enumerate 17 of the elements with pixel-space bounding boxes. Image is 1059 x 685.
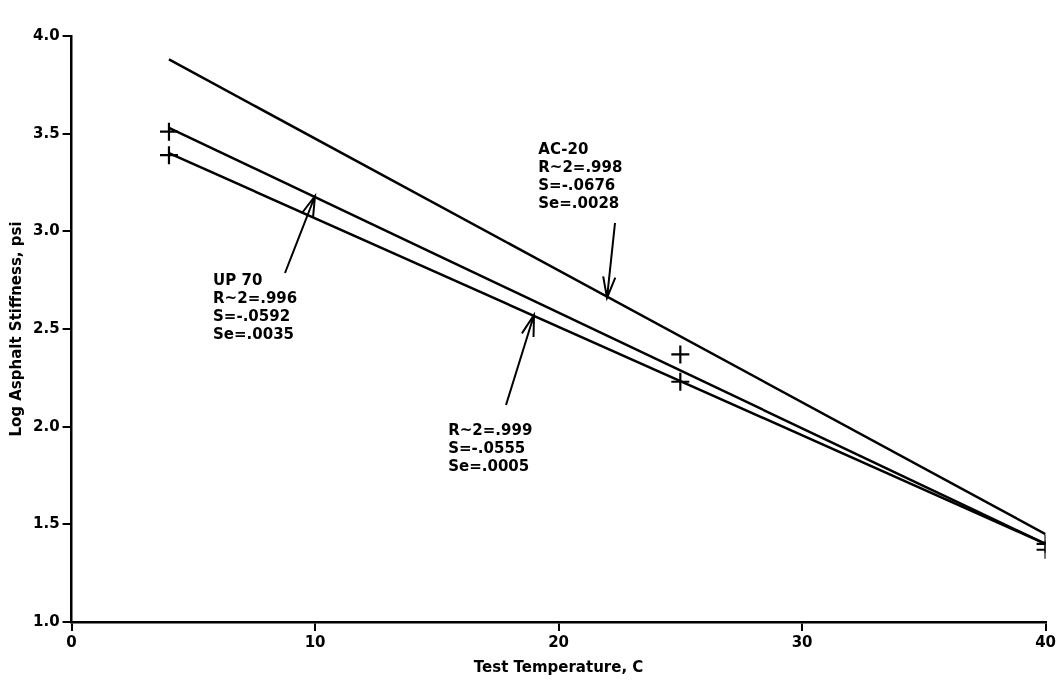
x-axis-title: Test Temperature, C <box>473 657 644 676</box>
y-tick-label: 3.5 <box>32 123 60 142</box>
x-tick-label: 40 <box>1035 632 1056 651</box>
annotation: AC-20 R~2=.998 S=-.0676 Se=.0028 <box>538 140 623 213</box>
x-tick-label: 30 <box>791 632 813 651</box>
y-tick-label: 1.0 <box>32 611 60 630</box>
y-tick-label: 3.0 <box>32 221 60 240</box>
y-tick-label: 2.0 <box>32 416 60 435</box>
x-tick-label: 0 <box>66 632 77 651</box>
y-tick-label: 2.5 <box>32 318 60 337</box>
y-tick-label: 1.5 <box>32 514 60 533</box>
annotation: UP 70 R~2=.996 S=-.0592 Se=.0035 <box>213 270 298 343</box>
x-tick-label: 10 <box>304 632 326 651</box>
y-axis-title: Log Asphalt Stiffness, psi <box>6 221 25 437</box>
y-tick-label: 4.0 <box>32 25 60 44</box>
annotation: R~2=.999 S=-.0555 Se=.0005 <box>448 420 533 475</box>
x-tick-label: 20 <box>548 632 570 651</box>
